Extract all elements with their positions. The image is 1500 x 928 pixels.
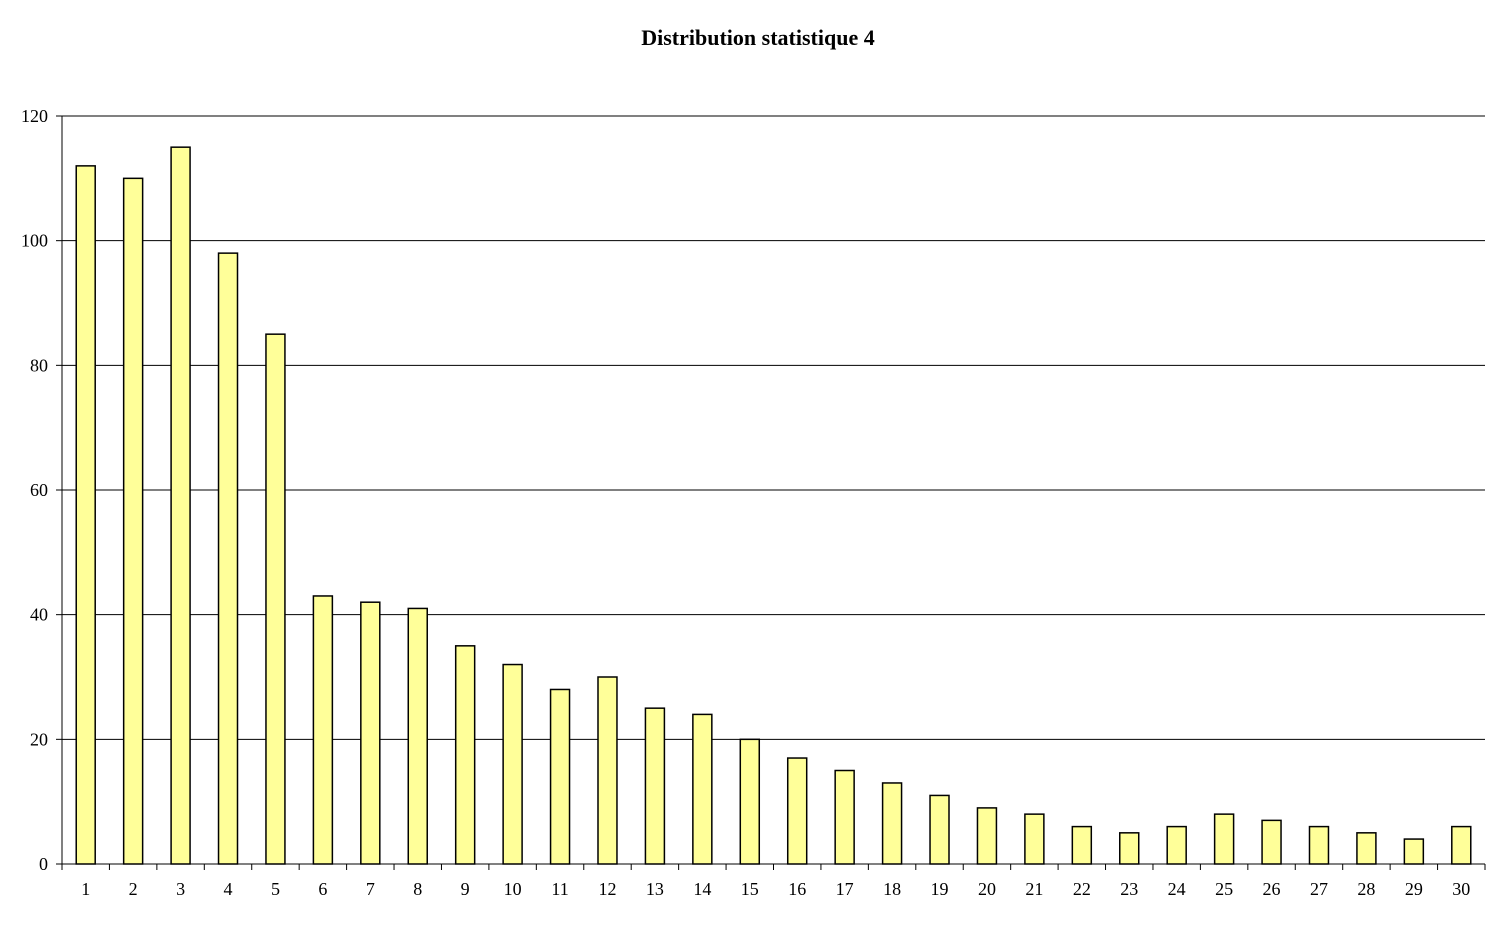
x-tick-label: 22 — [1073, 879, 1091, 899]
x-tick-label: 6 — [318, 879, 327, 899]
bar-1 — [75, 165, 96, 865]
bar-3 — [170, 146, 191, 865]
x-tick-label: 26 — [1263, 879, 1281, 899]
x-tick-label: 15 — [741, 879, 759, 899]
bar-7 — [360, 601, 381, 865]
x-tick-label: 23 — [1120, 879, 1138, 899]
y-tick-label: 100 — [21, 231, 48, 251]
x-tick-label: 18 — [883, 879, 901, 899]
bar-16 — [786, 757, 808, 865]
bar-6 — [312, 595, 334, 865]
bar-23 — [1119, 832, 1140, 865]
axes — [61, 116, 1485, 865]
bar-17 — [834, 769, 855, 865]
x-tick-label: 21 — [1025, 879, 1043, 899]
bar-5 — [265, 333, 286, 865]
y-tick-label: 120 — [21, 106, 48, 126]
x-tick-label: 14 — [693, 879, 711, 899]
x-tick-label: 16 — [788, 879, 806, 899]
x-axis-ticks: 1 2 3 4 5 6 7 8 9 10 11 12 13 14 15 16 17 18 19 20 21 22 23 24 2… — [61, 864, 1486, 899]
x-tick-label: 2 — [129, 879, 138, 899]
x-tick-label: 13 — [646, 879, 664, 899]
x-tick-label: 4 — [224, 879, 233, 899]
x-tick-label: 28 — [1357, 879, 1375, 899]
bar-25 — [1213, 813, 1235, 865]
x-tick-label: 10 — [504, 879, 522, 899]
bar-8 — [407, 607, 428, 865]
bar-20 — [976, 807, 998, 865]
y-tick-label: 0 — [39, 854, 48, 874]
x-tick-label: 12 — [598, 879, 616, 899]
bar-2 — [122, 177, 144, 865]
x-tick-label: 29 — [1405, 879, 1423, 899]
bar-10 — [502, 663, 523, 865]
bar-24 — [1166, 825, 1187, 865]
bar-28 — [1356, 832, 1377, 865]
bar-26 — [1261, 819, 1282, 865]
x-tick-label: 9 — [461, 879, 470, 899]
x-tick-label: 1 — [81, 879, 90, 899]
bars — [75, 146, 1472, 865]
bar-21 — [1024, 813, 1045, 865]
y-tick-label: 80 — [30, 355, 48, 375]
x-tick-label: 17 — [836, 879, 854, 899]
bar-13 — [644, 707, 666, 865]
bar-11 — [549, 688, 571, 865]
x-tick-label: 8 — [413, 879, 422, 899]
bar-9 — [454, 645, 476, 865]
y-tick-label: 60 — [30, 480, 48, 500]
x-tick-label: 27 — [1310, 879, 1328, 899]
x-tick-label: 7 — [366, 879, 375, 899]
chart-title: Distribution statistique 4 — [641, 25, 874, 50]
bar-22 — [1071, 825, 1093, 865]
x-tick-label: 20 — [978, 879, 996, 899]
bar-29 — [1403, 838, 1425, 865]
x-tick-label: 19 — [931, 879, 949, 899]
x-tick-label: 11 — [551, 879, 568, 899]
x-tick-label: 25 — [1215, 879, 1233, 899]
bar-4 — [217, 252, 239, 865]
gridlines — [62, 115, 1485, 740]
y-tick-label: 40 — [30, 605, 48, 625]
x-tick-label: 5 — [271, 879, 280, 899]
x-tick-label: 3 — [176, 879, 185, 899]
bar-15 — [739, 738, 761, 865]
x-tick-label: 30 — [1452, 879, 1470, 899]
bar-12 — [597, 676, 618, 865]
bar-19 — [929, 794, 950, 865]
bar-18 — [881, 782, 903, 865]
y-axis-ticks: 0 20 40 60 80 100 120 — [21, 106, 62, 874]
bar-27 — [1308, 825, 1330, 865]
x-tick-label: 24 — [1168, 879, 1186, 899]
y-tick-label: 20 — [30, 729, 48, 749]
bar-30 — [1451, 825, 1472, 865]
bar-14 — [692, 713, 713, 865]
